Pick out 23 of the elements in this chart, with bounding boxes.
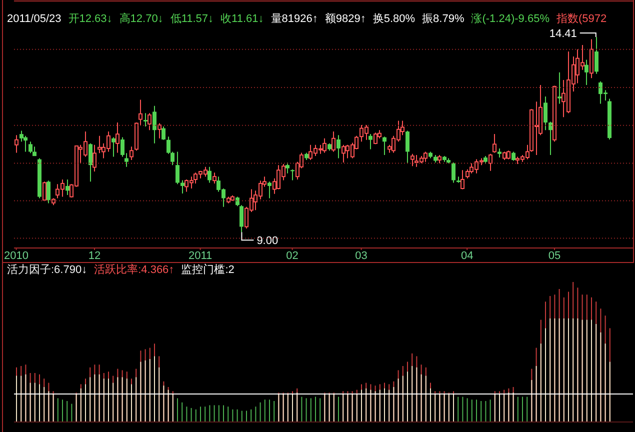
annotation: 开12.63↓ (68, 13, 112, 26)
text: 9.00 (256, 235, 278, 248)
annotation: 高12.70↓ (119, 13, 164, 26)
x-tick-label: 2011 (188, 250, 212, 262)
x-tick-label: 04 (460, 250, 474, 262)
text: 活力因子:6.790↓ (7, 264, 88, 277)
annotation: 指数(5972 (556, 13, 607, 26)
text: 14.41 (549, 28, 577, 40)
x-tick-label: 05 (548, 250, 561, 262)
text: 监控门槛:2 (181, 264, 234, 277)
annotation: 振8.79% (422, 13, 464, 26)
x-tick-label: 02 (286, 250, 298, 262)
text: 活跃比率:4.366↑ (94, 264, 174, 277)
annotation: 收11.61↓ (220, 13, 264, 26)
annotation: 低11.57↓ (170, 13, 214, 26)
annotation: 换5.80% (372, 13, 416, 26)
annotation: 涨(-1.24)-9.65% (471, 13, 550, 26)
annotation: 量81926↑ (270, 13, 318, 26)
annotation: 额9829↑ (324, 13, 366, 26)
x-tick-label: 12 (88, 250, 101, 262)
x-tick-label: 03 (355, 250, 368, 262)
annotation: 2011/05/23 (7, 13, 62, 26)
x-tick-label: 2010 (4, 250, 29, 262)
